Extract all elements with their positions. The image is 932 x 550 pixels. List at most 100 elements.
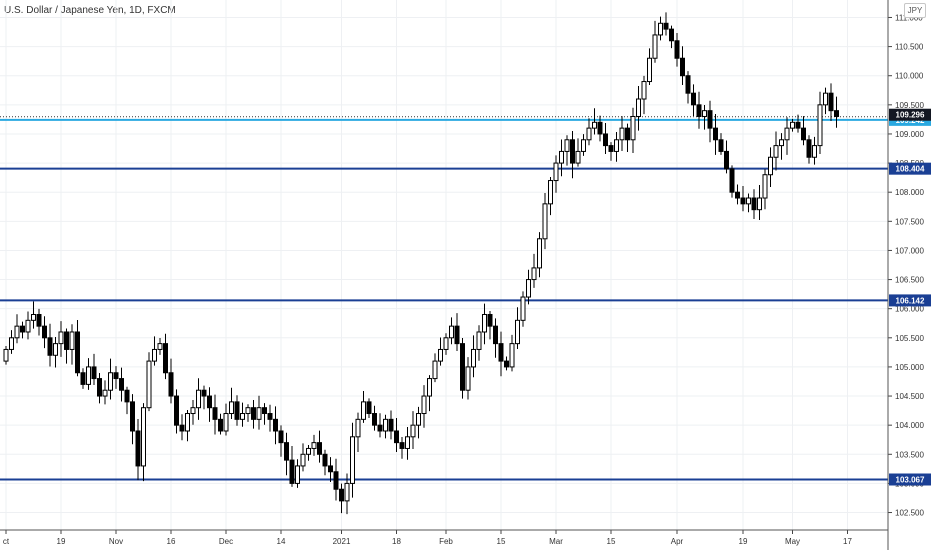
x-tick-label: 19 — [57, 537, 66, 546]
chart-title: U.S. Dollar / Japanese Yen, 1D, FXCM — [4, 5, 176, 16]
candle-body — [465, 366, 471, 391]
candle-body — [361, 401, 366, 420]
level-badge-bg — [889, 162, 931, 175]
y-tick-label: 104.500 — [895, 392, 924, 401]
candle-body — [339, 488, 344, 502]
candle-body — [790, 121, 795, 129]
candle-body — [526, 279, 531, 298]
candle-body — [608, 145, 614, 152]
y-tick-label: 104.000 — [895, 421, 924, 430]
candle-body — [773, 145, 779, 158]
candle-body — [157, 343, 163, 350]
y-tick-label: 103.500 — [895, 450, 924, 459]
candle-body — [520, 296, 526, 321]
candle-body — [80, 372, 86, 385]
candle-body — [509, 343, 515, 368]
candle-body — [680, 57, 685, 77]
x-tick-label: 18 — [392, 537, 401, 546]
candle-body — [124, 389, 130, 403]
candles — [3, 12, 839, 515]
level-badge-label: 103.067 — [896, 476, 925, 485]
candle-body — [53, 343, 58, 356]
x-tick-label: 2021 — [333, 537, 351, 546]
y-tick-label: 110.500 — [895, 43, 924, 52]
candle-body — [487, 314, 493, 327]
candle-body — [531, 267, 537, 281]
candle-body — [768, 156, 773, 176]
candle-body — [636, 98, 641, 117]
candle-body — [295, 465, 300, 484]
candle-body — [834, 110, 839, 117]
candle-body — [630, 115, 636, 141]
candle-body — [372, 413, 377, 426]
currency-badge[interactable]: JPY — [904, 3, 926, 18]
candle-body — [713, 127, 718, 141]
candle-body — [146, 360, 152, 409]
candle-body — [762, 174, 768, 199]
candle-body — [427, 378, 432, 397]
candle-body — [113, 372, 119, 380]
candle-body — [394, 430, 399, 444]
candle-body — [438, 348, 443, 362]
candle-body — [471, 348, 476, 368]
candle-body — [36, 314, 42, 327]
candle-body — [102, 389, 108, 397]
candle-body — [163, 343, 168, 374]
candle-body — [108, 372, 113, 391]
candle-body — [405, 436, 410, 449]
candle-body — [614, 139, 619, 152]
candle-body — [306, 447, 311, 455]
candle-body — [64, 331, 69, 350]
candle-body — [454, 325, 460, 345]
candle-body — [322, 453, 328, 467]
horizontal-levels — [0, 116, 888, 481]
x-tick-label: Nov — [109, 537, 123, 546]
candle-body — [416, 413, 421, 426]
candle-body — [564, 139, 570, 152]
candle-body — [86, 366, 91, 385]
candle-body — [152, 348, 157, 362]
level-badge-label: 108.404 — [896, 165, 925, 174]
candle-body — [388, 418, 394, 432]
candle-body — [174, 395, 179, 426]
candle-body — [223, 413, 229, 432]
candle-body — [284, 442, 289, 461]
candle-body — [317, 442, 322, 455]
candle-body — [449, 325, 454, 339]
x-tick-label: Feb — [439, 537, 453, 546]
candle-body — [75, 331, 80, 374]
candle-body — [432, 360, 438, 380]
candle-body — [674, 40, 680, 59]
candle-body — [658, 22, 663, 36]
candle-body — [493, 325, 498, 345]
candle-body — [735, 191, 740, 199]
candle-body — [691, 92, 696, 106]
candle-body — [201, 389, 207, 397]
x-tick-label: Mar — [549, 537, 563, 546]
candle-body — [476, 331, 482, 350]
candle-body — [537, 238, 542, 269]
candle-body — [344, 482, 350, 502]
candle-body — [273, 418, 278, 432]
candle-body — [245, 407, 251, 415]
y-tick-label: 105.500 — [895, 334, 924, 343]
y-tick-label: 108.000 — [895, 188, 924, 197]
last-price-badge-label: 109.296 — [896, 111, 925, 120]
candle-body — [663, 22, 669, 30]
candle-body — [31, 314, 36, 321]
x-tick-label: 19 — [739, 537, 748, 546]
candle-body — [685, 75, 691, 94]
candle-body — [504, 360, 509, 368]
candle-body — [817, 104, 823, 147]
candle-body — [377, 424, 383, 432]
candle-body — [812, 145, 817, 158]
candle-body — [603, 133, 608, 147]
candle-body — [278, 430, 284, 444]
candle-body — [746, 197, 751, 205]
candle-body — [443, 337, 449, 350]
candle-body — [91, 366, 97, 380]
candle-body — [625, 127, 630, 141]
candle-body — [14, 325, 20, 339]
candle-body — [460, 343, 465, 391]
